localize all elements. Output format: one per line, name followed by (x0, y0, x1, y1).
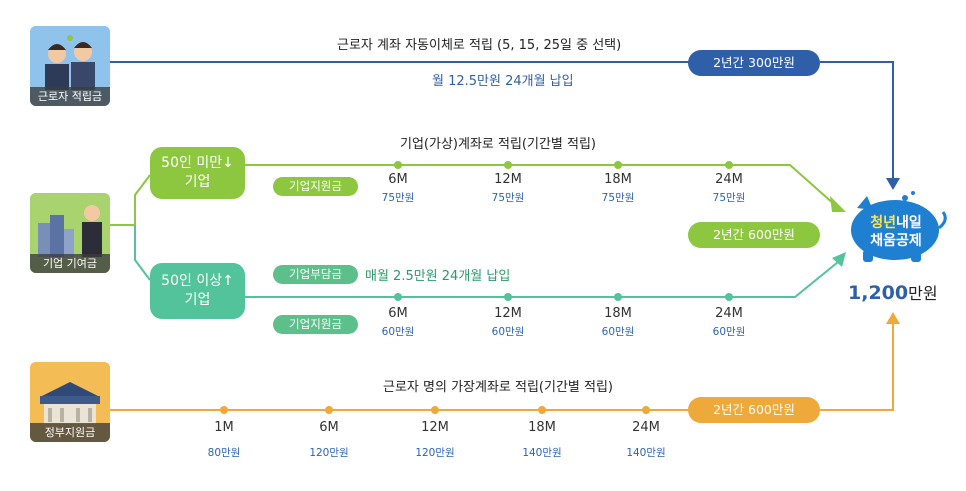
target-total-unit: 만원 (908, 284, 938, 303)
company-small-box-line1: 50인 미만↓ (161, 155, 234, 171)
worker-thumbnail: 근로자 적립금 (30, 26, 110, 106)
company-burden-pill: 기업부담금 (273, 265, 358, 284)
gov-amount-5: 140만원 (626, 447, 666, 459)
dot-gov-2 (325, 406, 333, 414)
dot-top-2 (504, 161, 512, 169)
worker-thumbnail-caption: 근로자 적립금 (30, 87, 110, 106)
bottom-milestone-1: 6M (388, 306, 408, 321)
company-large-box-line2: 기업 (184, 292, 211, 308)
government-total-pill: 2년간 600만원 (688, 397, 820, 423)
gov-amount-3: 120만원 (415, 447, 455, 459)
company-top-line (134, 174, 151, 225)
piggy-bank-icon (851, 191, 947, 262)
bottom-amount-2: 60만원 (491, 326, 525, 338)
company-thumbnail: 기업 기여금 (30, 193, 110, 273)
dot-bottom-4 (725, 293, 733, 301)
dot-gov-1 (220, 406, 228, 414)
government-thumbnail: 정부지원금 (30, 362, 110, 442)
dot-top-3 (614, 161, 622, 169)
target-title-line2: 채움공제 (870, 233, 922, 249)
company-large-box: 50인 이상↑ 기업 (150, 263, 245, 319)
worker-to-target-line (820, 61, 894, 180)
target-total-number: 1,200 (848, 282, 909, 304)
gov-arrowhead (886, 312, 900, 324)
company-top-arrowhead (830, 196, 846, 212)
bottom-milestone-2: 12M (494, 306, 522, 321)
company-top-title: 기업(가상)계좌로 적립(기간별 적립) (400, 137, 596, 152)
bottom-milestone-3: 18M (604, 306, 632, 321)
worker-arrowhead (886, 178, 900, 190)
company-top-support-pill: 기업지원금 (273, 177, 358, 196)
target-title-line1: 청년내일 (851, 214, 941, 232)
gov-milestone-1: 1M (214, 420, 234, 435)
dot-bottom-3 (614, 293, 622, 301)
gov-milestone-4: 18M (528, 420, 556, 435)
government-thumbnail-caption: 정부지원금 (30, 423, 110, 442)
gov-milestone-2: 6M (319, 420, 339, 435)
company-small-box-line2: 기업 (184, 174, 211, 190)
company-burden-text: 매월 2.5만원 24개월 납입 (365, 269, 511, 284)
company-thumbnail-caption: 기업 기여금 (30, 254, 110, 273)
bottom-milestone-4: 24M (715, 306, 743, 321)
target-title-rest: 내일 (896, 215, 922, 231)
dot-gov-4 (538, 406, 546, 414)
company-bottom-arrowhead (832, 252, 846, 267)
gov-to-target-line (820, 322, 894, 411)
company-bottom-main-line (245, 261, 839, 298)
top-milestone-1: 6M (388, 172, 408, 187)
company-total-pill: 2년간 600만원 (688, 222, 820, 248)
bottom-amount-3: 60만원 (601, 326, 635, 338)
dot-bottom-2 (504, 293, 512, 301)
worker-row-title: 근로자 계좌 자동이체로 적립 (5, 15, 25일 중 선택) (337, 38, 622, 53)
bottom-amount-1: 60만원 (381, 326, 415, 338)
top-milestone-4: 24M (715, 172, 743, 187)
dot-gov-3 (431, 406, 439, 414)
company-large-box-line1: 50인 이상↑ (161, 273, 234, 289)
company-bottom-support-pill: 기업지원금 (273, 315, 358, 334)
top-amount-3: 75만원 (601, 192, 635, 204)
dot-top-1 (394, 161, 402, 169)
worker-total-pill: 2년간 300만원 (688, 50, 820, 76)
top-milestone-3: 18M (604, 172, 632, 187)
gov-amount-2: 120만원 (309, 447, 349, 459)
target-title-accent: 청년 (870, 215, 896, 231)
target-title: 청년내일 채움공제 (851, 214, 941, 250)
dot-top-4 (725, 161, 733, 169)
gov-milestone-5: 24M (632, 420, 660, 435)
top-amount-1: 75만원 (381, 192, 415, 204)
company-top-main-line (245, 164, 836, 206)
gov-milestone-3: 12M (421, 420, 449, 435)
top-amount-2: 75만원 (491, 192, 525, 204)
dot-bottom-1 (394, 293, 402, 301)
gov-amount-1: 80만원 (207, 447, 241, 459)
company-bottom-stub (134, 225, 151, 281)
top-amount-4: 75만원 (712, 192, 746, 204)
bottom-amount-4: 60만원 (712, 326, 746, 338)
gov-amount-4: 140만원 (522, 447, 562, 459)
dot-gov-5 (642, 406, 650, 414)
target-total: 1,200만원 (848, 280, 938, 304)
government-row-title: 근로자 명의 가장계좌로 적립(기간별 적립) (383, 380, 613, 395)
company-small-box: 50인 미만↓ 기업 (150, 147, 245, 199)
top-milestone-2: 12M (494, 172, 522, 187)
worker-row-subtitle: 월 12.5만원 24개월 납입 (432, 74, 574, 89)
